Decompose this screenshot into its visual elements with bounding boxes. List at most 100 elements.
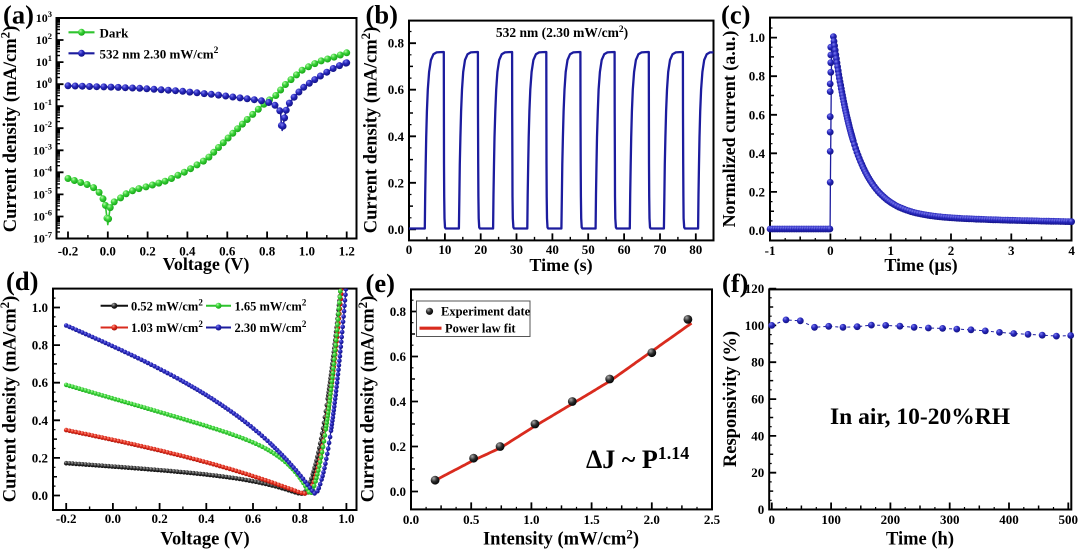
svg-text:2: 2	[948, 243, 955, 258]
svg-text:0.2: 0.2	[388, 175, 404, 190]
svg-text:Voltage (V): Voltage (V)	[163, 254, 250, 275]
svg-text:300: 300	[940, 512, 960, 527]
svg-text:40: 40	[546, 242, 559, 257]
svg-text:0.4: 0.4	[749, 146, 766, 161]
svg-text:0.4: 0.4	[198, 511, 215, 526]
svg-text:Current density (mA/cm2): Current density (mA/cm2)	[0, 26, 21, 233]
svg-text:-0.2: -0.2	[56, 511, 77, 526]
svg-text:1.0: 1.0	[749, 30, 765, 45]
svg-text:(a): (a)	[3, 0, 34, 30]
svg-text:0.8: 0.8	[388, 36, 405, 51]
svg-text:Voltage (V): Voltage (V)	[160, 530, 249, 550]
svg-text:100: 100	[821, 512, 841, 527]
svg-text:-0.2: -0.2	[58, 244, 79, 259]
svg-text:1.5: 1.5	[583, 512, 600, 527]
svg-text:1.0: 1.0	[299, 244, 315, 259]
svg-text:0.8: 0.8	[390, 304, 407, 319]
svg-text:0.6: 0.6	[749, 107, 766, 122]
svg-text:0.6: 0.6	[32, 375, 49, 390]
svg-text:2.0: 2.0	[644, 512, 660, 527]
svg-text:0.6: 0.6	[388, 82, 405, 97]
svg-text:0.0: 0.0	[388, 222, 404, 237]
svg-text:0.0: 0.0	[403, 512, 419, 527]
svg-text:0.2: 0.2	[139, 244, 155, 259]
svg-text:2.5: 2.5	[704, 512, 721, 527]
svg-text:0: 0	[827, 243, 834, 258]
svg-text:Dark: Dark	[100, 25, 130, 40]
svg-text:1.0: 1.0	[338, 511, 354, 526]
svg-text:120: 120	[745, 281, 765, 296]
svg-text:0.6: 0.6	[245, 511, 262, 526]
svg-text:ΔJ ~ P1.14: ΔJ ~ P1.14	[586, 443, 689, 474]
svg-text:Time (s): Time (s)	[529, 255, 592, 276]
svg-text:40: 40	[751, 428, 764, 443]
svg-text:0.8: 0.8	[749, 69, 766, 84]
svg-text:532 nm (2.30 mW/cm2): 532 nm (2.30 mW/cm2)	[496, 25, 628, 40]
svg-text:100: 100	[745, 318, 765, 333]
svg-text:532 nm 2.30 mW/cm2: 532 nm 2.30 mW/cm2	[100, 46, 219, 62]
svg-text:50: 50	[582, 242, 595, 257]
svg-text:Time (h): Time (h)	[886, 530, 954, 550]
svg-text:70: 70	[654, 242, 667, 257]
svg-text:(b): (b)	[366, 0, 398, 30]
svg-text:3: 3	[1008, 243, 1015, 258]
svg-text:0: 0	[758, 502, 765, 517]
svg-text:20: 20	[751, 465, 764, 480]
svg-text:60: 60	[751, 392, 764, 407]
svg-text:20: 20	[474, 242, 487, 257]
svg-text:0.5: 0.5	[463, 512, 480, 527]
svg-text:1: 1	[887, 243, 894, 258]
svg-text:0.4: 0.4	[32, 413, 49, 428]
svg-text:0.8: 0.8	[292, 511, 309, 526]
svg-text:(c): (c)	[721, 0, 750, 30]
svg-text:200: 200	[881, 512, 901, 527]
svg-text:(f): (f)	[722, 268, 748, 298]
svg-text:0: 0	[406, 242, 413, 257]
svg-text:0: 0	[769, 512, 776, 527]
svg-text:Normalized current (a.u.): Normalized current (a.u.)	[719, 31, 740, 228]
svg-text:1.0: 1.0	[523, 512, 539, 527]
svg-text:0.6: 0.6	[219, 244, 236, 259]
svg-text:1.2: 1.2	[339, 244, 355, 259]
svg-text:0.2: 0.2	[32, 450, 48, 465]
svg-text:Current density (mA/cm2): Current density (mA/cm2)	[355, 296, 379, 503]
svg-text:80: 80	[689, 242, 702, 257]
svg-text:80: 80	[751, 355, 764, 370]
svg-text:60: 60	[618, 242, 631, 257]
svg-text:1.03 mW/cm2: 1.03 mW/cm2	[131, 319, 203, 335]
svg-text:1.65 mW/cm2: 1.65 mW/cm2	[235, 297, 307, 313]
svg-text:Intensity (mW/cm2): Intensity (mW/cm2)	[483, 527, 639, 550]
svg-text:0.2: 0.2	[749, 184, 765, 199]
svg-text:-1: -1	[765, 243, 776, 258]
svg-text:0.8: 0.8	[259, 244, 276, 259]
svg-text:Power law fit: Power law fit	[445, 322, 516, 336]
svg-text:0.0: 0.0	[100, 244, 116, 259]
svg-text:400: 400	[999, 512, 1019, 527]
svg-text:2.30 mW/cm2: 2.30 mW/cm2	[235, 319, 307, 335]
svg-text:0.2: 0.2	[151, 511, 167, 526]
svg-text:0.0: 0.0	[749, 223, 765, 238]
svg-text:1.0: 1.0	[32, 300, 48, 315]
svg-text:Experiment date: Experiment date	[441, 305, 531, 319]
svg-text:(e): (e)	[366, 268, 395, 298]
svg-text:10: 10	[438, 242, 451, 257]
svg-text:0.0: 0.0	[105, 511, 121, 526]
svg-text:0.8: 0.8	[32, 338, 49, 353]
svg-text:500: 500	[1059, 512, 1079, 527]
svg-text:0.52 mW/cm2: 0.52 mW/cm2	[131, 297, 203, 313]
svg-text:(d): (d)	[6, 266, 38, 296]
svg-text:0.4: 0.4	[390, 394, 407, 409]
svg-text:4: 4	[1068, 243, 1075, 258]
svg-text:Current density (mA/cm2): Current density (mA/cm2)	[358, 27, 382, 234]
svg-text:0.4: 0.4	[179, 244, 196, 259]
svg-text:30: 30	[510, 242, 523, 257]
svg-text:0.0: 0.0	[32, 488, 48, 503]
svg-text:Time (μs): Time (μs)	[884, 255, 957, 276]
svg-text:0.0: 0.0	[390, 484, 406, 499]
svg-text:0.6: 0.6	[390, 349, 407, 364]
svg-text:0.4: 0.4	[388, 129, 405, 144]
svg-text:In air, 10-20%RH: In air, 10-20%RH	[830, 404, 1010, 430]
svg-text:0.2: 0.2	[390, 439, 406, 454]
svg-text:Responsivity (%): Responsivity (%)	[721, 331, 741, 467]
svg-text:Current density (mA/cm2): Current density (mA/cm2)	[0, 296, 21, 503]
